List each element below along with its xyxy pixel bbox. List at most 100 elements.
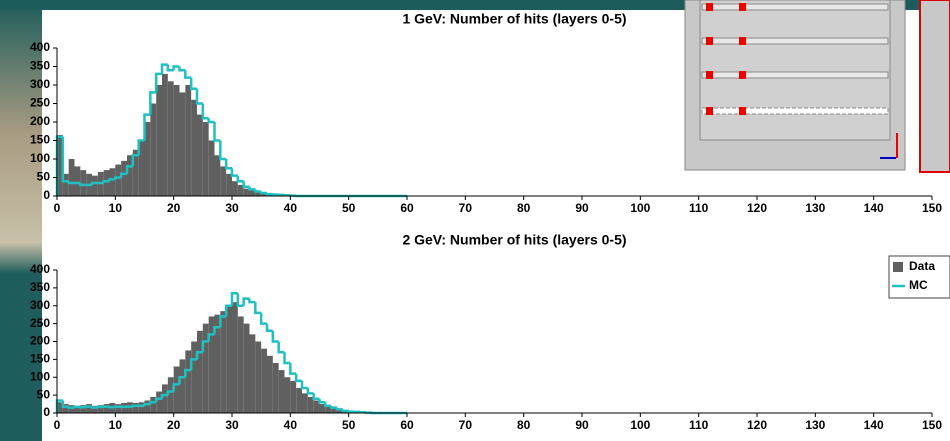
mc-step: [160, 63, 168, 74]
bar: [109, 168, 116, 196]
bar: [243, 188, 250, 196]
bar: [214, 314, 221, 413]
inset-layer: [701, 3, 889, 11]
x-tick-label: 20: [167, 201, 181, 215]
bar: [150, 103, 157, 196]
mc-step: [236, 175, 244, 183]
bar: [68, 159, 75, 196]
x-tick-label: 40: [284, 201, 298, 215]
bar: [132, 402, 139, 413]
inset-side: [919, 0, 950, 173]
bar: [57, 134, 63, 196]
x-tick-label: 0: [54, 201, 61, 215]
mc-step: [166, 64, 174, 72]
bar: [80, 170, 87, 196]
bar: [302, 393, 308, 413]
bar: [138, 140, 145, 196]
mc-step: [294, 373, 302, 383]
bar: [325, 405, 332, 413]
bar: [68, 405, 75, 413]
mc-step: [61, 400, 69, 408]
mc-step: [166, 390, 174, 396]
mc-step: [172, 383, 180, 392]
mc-step: [254, 302, 262, 315]
mc-step: [102, 179, 110, 184]
mc-step: [143, 402, 151, 406]
top-band: [0, 0, 950, 10]
mc-step: [248, 186, 256, 191]
bar: [208, 316, 215, 413]
y-tick-label: 350: [30, 59, 50, 73]
mc-step: [137, 139, 145, 156]
mc-step: [207, 118, 215, 124]
mc-step: [114, 176, 122, 180]
y-tick-label: 200: [30, 114, 50, 128]
y-tick-label: 400: [30, 40, 50, 54]
bar: [103, 170, 110, 196]
mc-step: [335, 407, 343, 411]
bar: [255, 192, 262, 196]
mc-step: [172, 65, 180, 71]
inset-hit: [739, 107, 746, 115]
bar: [62, 404, 69, 413]
bar: [261, 193, 267, 196]
mc-step: [73, 405, 81, 409]
bar: [103, 404, 110, 413]
bar: [191, 341, 197, 413]
bar: [62, 173, 69, 196]
x-tick-label: 40: [284, 418, 298, 432]
x-tick-label: 110: [689, 201, 709, 215]
bar: [167, 377, 174, 413]
x-tick-label: 130: [805, 418, 825, 432]
background-strip: [0, 0, 42, 441]
bar: [57, 402, 63, 413]
bar: [179, 359, 186, 413]
x-tick-label: 50: [342, 418, 356, 432]
bar: [173, 85, 180, 196]
bar: [267, 355, 273, 413]
mc-step: [341, 409, 349, 413]
inset-hit: [739, 37, 746, 45]
bar: [226, 305, 232, 413]
mc-step: [259, 191, 267, 195]
x-tick-label: 150: [922, 201, 942, 215]
mc-step: [265, 192, 273, 196]
mc-step: [79, 183, 87, 187]
mc-step: [242, 297, 250, 306]
bar: [144, 122, 151, 196]
bar: [74, 405, 81, 413]
mc-step: [213, 122, 221, 142]
x-tick-label: 70: [459, 201, 473, 215]
y-tick-label: 300: [30, 77, 50, 91]
mc-step: [67, 406, 75, 409]
x-tick-label: 80: [517, 201, 531, 215]
x-tick-label: 10: [109, 418, 123, 432]
bar: [202, 323, 209, 413]
bar: [86, 404, 92, 413]
inset-hit: [706, 37, 713, 45]
mc-step: [201, 340, 209, 353]
inset-layer: [701, 107, 889, 115]
y-tick-label: 200: [30, 334, 50, 348]
inset-hit: [706, 71, 713, 79]
bar: [331, 407, 337, 413]
x-tick-label: 100: [630, 418, 650, 432]
mc-step: [67, 181, 75, 185]
mc-step: [265, 323, 273, 333]
mc-step: [224, 304, 232, 317]
mc-step: [61, 136, 69, 183]
x-tick-label: 90: [575, 201, 589, 215]
mc-step: [90, 181, 98, 185]
x-tick-label: 90: [575, 418, 589, 432]
bar: [197, 114, 203, 196]
x-tick-label: 60: [400, 418, 414, 432]
bar: [337, 409, 343, 413]
bar: [167, 81, 174, 196]
x-tick-label: 30: [225, 418, 239, 432]
bar: [191, 99, 197, 196]
x-tick-label: 120: [747, 201, 767, 215]
mc-step: [149, 401, 157, 405]
bar: [80, 405, 87, 413]
bar: [220, 166, 227, 196]
y-tick-label: 0: [43, 405, 50, 419]
